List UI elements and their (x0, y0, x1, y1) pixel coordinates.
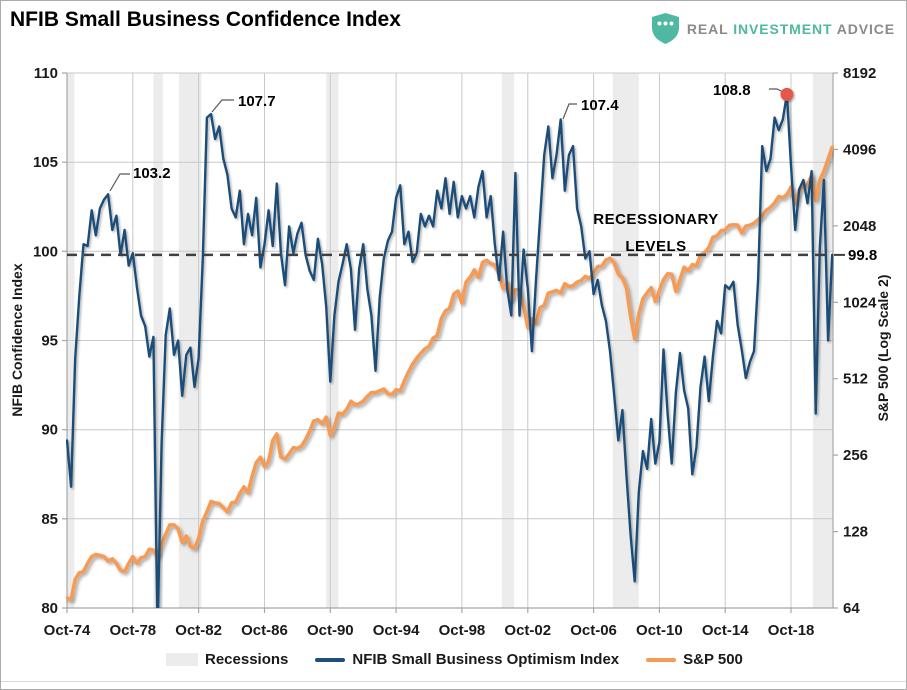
brand-name: REAL INVESTMENT ADVICE (687, 21, 895, 37)
x-tick-label: Oct-02 (504, 622, 551, 639)
x-tick-label: Oct-14 (702, 622, 749, 639)
sp500-line-swatch (646, 657, 677, 662)
x-tick-label: Oct-10 (636, 622, 683, 639)
annotations: 103.2 107.7 107.4 108.8 RECESSIONARY LEVELS (109, 82, 784, 255)
right-tick-label: 256 (843, 447, 868, 464)
annotation-label: 107.4 (581, 97, 619, 114)
annotation-leader (562, 103, 577, 120)
recession-swatch (166, 653, 198, 666)
x-tick-label: Oct-18 (768, 622, 815, 639)
legend-label: S&P 500 (683, 651, 743, 668)
nfib-line (66, 93, 834, 608)
brand-investment: INVESTMENT (733, 20, 833, 37)
right-axis-title: S&P 500 (Log Scale 2) (875, 275, 891, 422)
legend-item-sp500: S&P 500 (646, 651, 743, 668)
brand-advice: ADVICE (836, 20, 895, 37)
legend-label: NFIB Small Business Optimism Index (352, 651, 620, 668)
x-tick-label: Oct-06 (570, 622, 617, 639)
right-tick-label: 8192 (843, 65, 876, 82)
left-tick-label: 90 (41, 422, 58, 439)
x-tick-label: Oct-98 (439, 622, 486, 639)
legend-label: Recessions (205, 651, 289, 668)
left-tick-label: 95 (41, 333, 58, 350)
left-tick-label: 100 (33, 243, 58, 260)
x-tick-label: Oct-90 (307, 622, 354, 639)
x-tick-label: Oct-82 (175, 622, 222, 639)
tick-labels: 110 105 100 95 90 85 80 8192 4096 2048 1024 512 256 1… (33, 65, 877, 639)
x-tick-label: Oct-74 (44, 622, 91, 639)
peak-marker-dot (780, 87, 794, 101)
left-tick-label: 105 (33, 154, 58, 171)
left-tick-label: 110 (34, 65, 58, 82)
x-tick-label: Oct-86 (241, 622, 288, 639)
right-tick-label: 1024 (843, 294, 877, 311)
axes (62, 72, 838, 613)
left-tick-label: 85 (41, 511, 58, 528)
annotation-label: 107.7 (238, 93, 276, 110)
recessionary-levels-label: RECESSIONARY (593, 211, 718, 228)
legend-item-nfib: NFIB Small Business Optimism Index (315, 651, 619, 668)
right-tick-label: 512 (843, 371, 868, 388)
brand-logo: REAL INVESTMENT ADVICE (651, 13, 895, 44)
page-title: NFIB Small Business Confidence Index (10, 8, 401, 31)
right-tick-label: 128 (843, 524, 868, 541)
nfib-line-swatch (315, 657, 346, 662)
annotation-leader (211, 99, 234, 113)
threshold-value-label: 99.8 (848, 247, 877, 264)
right-tick-label: 64 (843, 600, 860, 617)
annotation-label: 108.8 (713, 82, 751, 99)
left-tick-label: 80 (41, 600, 58, 617)
right-tick-label: 2048 (843, 218, 876, 235)
brand-real: REAL (686, 20, 729, 37)
sp500-line (66, 145, 834, 602)
recessionary-levels-label: LEVELS (625, 238, 686, 255)
left-axis-title: NFIB Confidence Index (9, 263, 25, 416)
annotation-leader (109, 173, 130, 192)
right-tick-label: 4096 (843, 141, 876, 158)
x-tick-label: Oct-78 (109, 622, 156, 639)
annotation-label: 103.2 (133, 165, 171, 182)
shield-icon (651, 13, 679, 44)
gridlines (67, 72, 833, 608)
annotation-leader (769, 88, 784, 93)
bottom-divider (0, 681, 907, 682)
x-tick-label: Oct-94 (373, 622, 420, 639)
legend-item-recessions: Recessions (166, 651, 288, 668)
chart-legend: Recessions NFIB Small Business Optimism … (166, 651, 743, 668)
